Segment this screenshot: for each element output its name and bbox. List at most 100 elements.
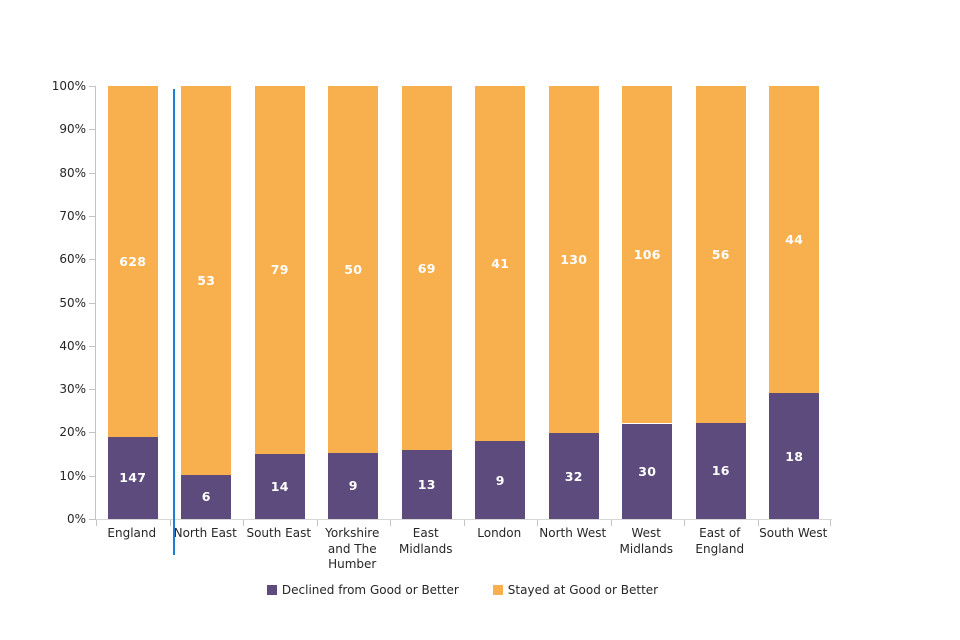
x-axis-label: North West — [539, 526, 607, 540]
bar-south-east: 79 14 — [254, 86, 305, 519]
x-axis-tick — [684, 520, 685, 526]
y-axis-tick-label: 90% — [59, 122, 86, 137]
bar-segment-stayed: 106 — [622, 86, 673, 424]
bar-segment-stayed: 41 — [475, 86, 526, 442]
bar-value-declined: 9 — [348, 478, 358, 494]
bar-segment-stayed: 53 — [181, 86, 232, 475]
x-axis-label: East of England — [695, 526, 745, 556]
bar-value-stayed: 69 — [417, 260, 436, 276]
bar-england: 628 147 — [107, 86, 158, 519]
x-axis-label: Yorkshire and The Humber — [325, 526, 380, 572]
bar-segment-stayed: 50 — [328, 86, 379, 453]
bar-segment-declined: 32 — [548, 433, 599, 519]
bar-value-declined: 32 — [564, 468, 583, 484]
bar-value-declined: 6 — [201, 489, 211, 505]
legend-item-declined: Declined from Good or Better — [266, 583, 459, 597]
y-axis-tick — [89, 519, 96, 520]
x-axis-label: North East — [173, 526, 237, 540]
bar-segment-stayed: 628 — [107, 86, 158, 437]
y-axis-tick-label: 100% — [51, 79, 86, 93]
legend-item-stayed: Stayed at Good or Better — [492, 583, 659, 597]
legend-label-stayed: Stayed at Good or Better — [507, 583, 659, 597]
england-separator-line — [172, 89, 175, 555]
bar-segment-stayed: 130 — [548, 86, 599, 434]
x-axis-tick — [169, 520, 171, 526]
y-axis-tick — [89, 259, 96, 261]
legend-label-declined: Declined from Good or Better — [281, 583, 459, 597]
x-axis-label: East Midlands — [399, 526, 453, 556]
bar-value-stayed: 79 — [270, 262, 289, 278]
y-axis-tick-label: 40% — [59, 338, 86, 353]
bar-value-declined: 18 — [785, 448, 804, 464]
bar-segment-declined: 9 — [475, 441, 526, 519]
bar-value-stayed: 130 — [560, 252, 588, 268]
legend-swatch-stayed — [492, 585, 503, 595]
y-axis-tick — [89, 389, 96, 391]
plot-area: 0% 10% 20% 30% 40% 50% 60% 70% 80% 90% 100% 628 147 5… — [52, 79, 832, 526]
y-axis-tick-label: 30% — [59, 382, 86, 397]
y-axis-tick-label: 10% — [59, 468, 86, 483]
x-axis-label: England — [107, 526, 157, 540]
x-axis-tick — [757, 520, 759, 526]
y-axis-tick — [89, 345, 96, 347]
bar-east: 69 13 — [401, 86, 452, 519]
bar-value-declined: 13 — [417, 477, 436, 493]
x-axis-tick — [830, 520, 831, 526]
x-axis-tick — [463, 520, 465, 526]
bar-north-west: 130 32 — [548, 86, 599, 519]
bar-value-stayed: 41 — [491, 256, 510, 272]
bar-segment-declined: 9 — [328, 452, 379, 519]
x-axis-labels: England North East South East Yorkshire and… — [95, 526, 830, 578]
x-axis-tick — [96, 520, 97, 526]
x-axis-label: South East — [246, 526, 312, 540]
bar-value-stayed: 50 — [344, 261, 363, 277]
bar-value-stayed: 628 — [119, 253, 147, 269]
y-axis-tick — [89, 302, 96, 304]
bar-segment-declined: 18 — [769, 393, 820, 519]
x-axis-label: South West — [759, 526, 828, 540]
y-axis-tick — [89, 215, 96, 217]
bar-value-declined: 14 — [270, 478, 289, 494]
bar-segment-stayed: 69 — [401, 86, 452, 451]
bar-segment-declined: 147 — [107, 436, 158, 519]
bar-value-stayed: 44 — [785, 232, 804, 248]
y-axis-tick-label: 50% — [59, 295, 86, 310]
bar-segment-declined: 13 — [401, 450, 452, 519]
x-axis-tick — [243, 520, 244, 526]
bar-segment-declined: 30 — [622, 423, 673, 519]
bar-value-declined: 147 — [119, 470, 147, 486]
bar-value-stayed: 53 — [197, 272, 216, 288]
legend-swatch-declined — [266, 585, 277, 595]
x-axis-tick — [537, 520, 538, 526]
bar-west: 106 30 — [622, 86, 673, 519]
bar-segment-declined: 6 — [181, 474, 232, 519]
y-axis-tick-label: 80% — [59, 165, 86, 180]
y-axis-tick — [89, 86, 96, 87]
bar-value-stayed: 56 — [711, 246, 730, 262]
bar-segment-stayed: 79 — [254, 86, 305, 454]
y-axis-tick-label: 0% — [66, 512, 86, 526]
bar-value-stayed: 106 — [633, 247, 661, 263]
x-axis-tick — [610, 520, 612, 526]
y-axis-tick-label: 20% — [59, 425, 86, 440]
bar-yorkshire: 50 9 — [328, 86, 379, 519]
y-axis-tick-label: 70% — [59, 208, 86, 223]
bar-segment-stayed: 56 — [695, 86, 746, 423]
x-axis-line — [95, 519, 832, 520]
y-axis-tick — [89, 475, 96, 477]
y-axis-tick-label: 60% — [59, 252, 86, 267]
x-axis-tick — [316, 520, 318, 526]
bar-segment-stayed: 44 — [769, 86, 820, 394]
bar-south-west: 44 18 — [769, 86, 820, 519]
x-axis-label: West Midlands — [619, 526, 673, 556]
legend: Declined from Good or Better Stayed at G… — [95, 583, 830, 597]
bar-value-declined: 30 — [638, 463, 657, 479]
bar-east-of: 56 16 — [695, 86, 746, 519]
bar-segment-declined: 16 — [695, 422, 746, 519]
y-axis-tick — [89, 432, 96, 434]
bar-value-declined: 16 — [711, 463, 730, 479]
y-axis-tick — [89, 129, 96, 131]
bar-london: 41 9 — [475, 86, 526, 519]
bar-segment-declined: 14 — [254, 453, 305, 519]
